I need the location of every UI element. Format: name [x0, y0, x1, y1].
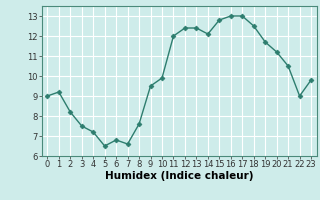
X-axis label: Humidex (Indice chaleur): Humidex (Indice chaleur) [105, 171, 253, 181]
